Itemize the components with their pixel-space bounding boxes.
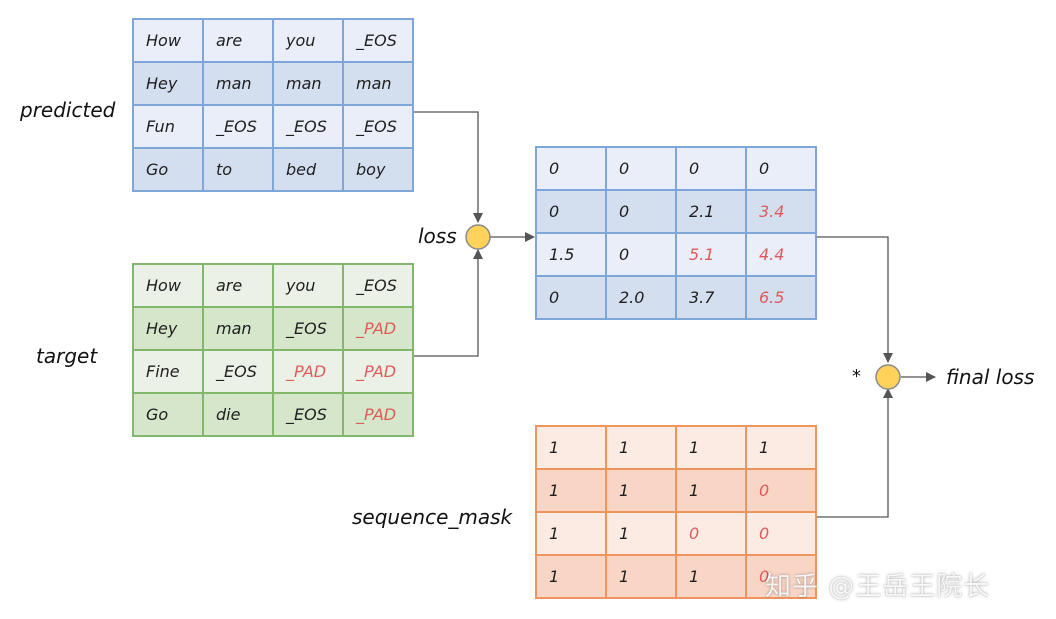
table-cell: you xyxy=(272,18,344,63)
table-cell: 0 xyxy=(605,146,677,191)
table-cell: _PAD xyxy=(342,392,414,437)
table-cell: 1 xyxy=(535,554,607,599)
table-cell: 2.0 xyxy=(605,275,677,320)
loss-matrix-table: 0 0 0 0 0 0 2.1 3.4 1.5 0 5.1 4.4 0 2.0 … xyxy=(535,146,817,320)
table-cell: to xyxy=(202,147,274,192)
predicted-to-loss-connector xyxy=(411,111,483,223)
table-cell: 1 xyxy=(605,425,677,470)
table-cell: 1 xyxy=(675,425,747,470)
table-cell: 4.4 xyxy=(745,232,817,277)
loss-node xyxy=(465,224,491,250)
table-cell: _EOS xyxy=(272,306,344,351)
table-cell: man xyxy=(272,61,344,106)
sequence-mask-label: sequence_mask xyxy=(352,505,513,529)
table-row: Hey man man man xyxy=(132,61,414,106)
table-cell: Fine xyxy=(132,349,204,394)
table-cell: _EOS xyxy=(272,104,344,149)
table-cell: 0 xyxy=(535,146,607,191)
table-cell: 1 xyxy=(605,468,677,513)
table-cell: man xyxy=(202,61,274,106)
table-cell: 0 xyxy=(745,468,817,513)
table-cell: you xyxy=(272,263,344,308)
table-cell: _EOS xyxy=(342,18,414,63)
table-cell: 5.1 xyxy=(675,232,747,277)
table-cell: 1 xyxy=(675,468,747,513)
table-cell: die xyxy=(202,392,274,437)
table-cell: 1 xyxy=(605,554,677,599)
table-cell: 1 xyxy=(535,468,607,513)
table-row: 0 0 0 0 xyxy=(535,146,817,191)
table-row: Go to bed boy xyxy=(132,147,414,192)
table-cell: _EOS xyxy=(342,104,414,149)
table-cell: 1 xyxy=(605,511,677,556)
table-cell: are xyxy=(202,263,274,308)
table-row: How are you _EOS xyxy=(132,263,414,308)
table-cell: 3.7 xyxy=(675,275,747,320)
table-cell: _PAD xyxy=(342,306,414,351)
table-cell: 0 xyxy=(605,232,677,277)
matrix-to-multiply-connector xyxy=(814,236,893,363)
predicted-label: predicted xyxy=(20,98,116,122)
table-cell: bed xyxy=(272,147,344,192)
sequence-mask-table: 1 1 1 1 1 1 1 0 1 1 0 0 1 1 1 0 xyxy=(535,425,817,599)
table-cell: 1 xyxy=(675,554,747,599)
table-cell: 1 xyxy=(535,425,607,470)
table-row: 1 1 0 0 xyxy=(535,511,817,556)
table-cell: How xyxy=(132,263,204,308)
table-row: 1 1 1 0 xyxy=(535,468,817,513)
final-loss-label: final loss xyxy=(946,365,1035,389)
table-cell: _PAD xyxy=(342,349,414,394)
table-cell: Go xyxy=(132,147,204,192)
table-cell: 1 xyxy=(745,425,817,470)
table-cell: 1.5 xyxy=(535,232,607,277)
table-row: Fine _EOS _PAD _PAD xyxy=(132,349,414,394)
loss-label: loss xyxy=(418,224,457,248)
table-cell: 0 xyxy=(745,554,817,599)
table-cell: _EOS xyxy=(202,349,274,394)
multiply-symbol: * xyxy=(852,366,861,387)
table-cell: 0 xyxy=(675,146,747,191)
table-cell: 1 xyxy=(535,511,607,556)
table-row: Fun _EOS _EOS _EOS xyxy=(132,104,414,149)
table-row: 1 1 1 0 xyxy=(535,554,817,599)
table-cell: _PAD xyxy=(272,349,344,394)
table-cell: Hey xyxy=(132,306,204,351)
table-cell: Fun xyxy=(132,104,204,149)
table-cell: Go xyxy=(132,392,204,437)
table-row: 1 1 1 1 xyxy=(535,425,817,470)
target-to-loss-connector xyxy=(411,249,483,357)
multiply-node xyxy=(875,364,901,390)
table-cell: 6.5 xyxy=(745,275,817,320)
table-cell: 2.1 xyxy=(675,189,747,234)
mask-to-multiply-connector xyxy=(814,388,893,518)
table-cell: _EOS xyxy=(342,263,414,308)
table-cell: 0 xyxy=(745,146,817,191)
table-cell: 0 xyxy=(675,511,747,556)
table-row: 1.5 0 5.1 4.4 xyxy=(535,232,817,277)
table-cell: _EOS xyxy=(202,104,274,149)
table-cell: boy xyxy=(342,147,414,192)
target-label: target xyxy=(36,344,98,368)
target-table: How are you _EOS Hey man _EOS _PAD Fine … xyxy=(132,263,414,437)
watermark: 知乎 @王岳王院长 xyxy=(765,572,991,602)
table-cell: Hey xyxy=(132,61,204,106)
table-cell: man xyxy=(202,306,274,351)
predicted-table: How are you _EOS Hey man man man Fun _EO… xyxy=(132,18,414,192)
table-row: Go die _EOS _PAD xyxy=(132,392,414,437)
table-cell: _EOS xyxy=(272,392,344,437)
table-cell: 0 xyxy=(605,189,677,234)
table-cell: 3.4 xyxy=(745,189,817,234)
table-cell: How xyxy=(132,18,204,63)
table-cell: man xyxy=(342,61,414,106)
table-row: 0 0 2.1 3.4 xyxy=(535,189,817,234)
table-cell: 0 xyxy=(535,189,607,234)
table-cell: 0 xyxy=(745,511,817,556)
table-row: Hey man _EOS _PAD xyxy=(132,306,414,351)
table-cell: are xyxy=(202,18,274,63)
table-row: 0 2.0 3.7 6.5 xyxy=(535,275,817,320)
table-cell: 0 xyxy=(535,275,607,320)
table-row: How are you _EOS xyxy=(132,18,414,63)
